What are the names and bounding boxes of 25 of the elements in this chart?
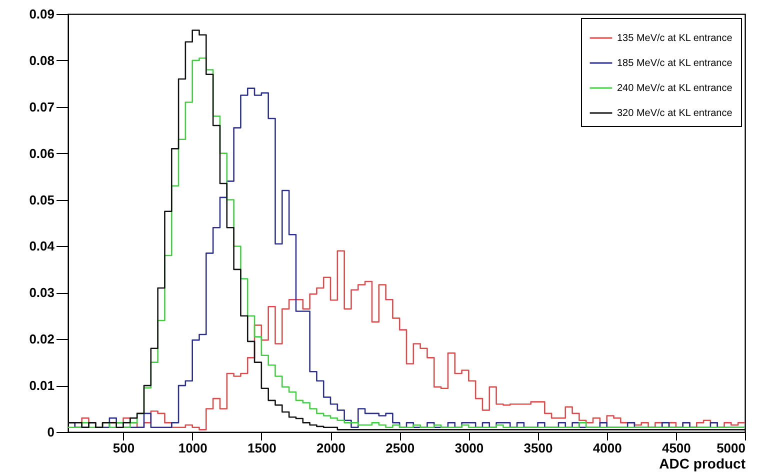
x-tick-label: 500 <box>112 440 135 456</box>
x-axis-title: ADC product <box>659 456 746 472</box>
y-tick-label: 0.06 <box>29 146 54 161</box>
y-tick-label: 0.03 <box>29 285 54 300</box>
y-tick-label: 0.02 <box>29 332 54 347</box>
legend-label: 135 MeV/c at KL entrance <box>617 33 733 44</box>
y-tick-label: 0.08 <box>29 52 54 68</box>
y-tick-label: 0.01 <box>29 378 54 394</box>
y-tick-label: 0 <box>47 424 54 440</box>
x-tick-label: 4500 <box>662 440 691 456</box>
x-tick-label: 4000 <box>592 440 622 456</box>
y-tick-label: 0.09 <box>29 6 54 22</box>
y-tick-label: 0.05 <box>29 192 54 208</box>
y-tick-label: 0.04 <box>29 238 56 254</box>
x-tick-label: 2500 <box>386 440 415 456</box>
legend-label: 185 MeV/c at KL entrance <box>617 58 733 69</box>
x-tick-label: 5000 <box>716 440 746 456</box>
x-tick-label: 1000 <box>178 440 208 456</box>
legend-label: 320 MeV/c at KL entrance <box>617 108 733 119</box>
x-tick-label: 3500 <box>524 440 553 456</box>
x-tick-label: 3000 <box>454 440 484 456</box>
legend-label: 240 MeV/c at KL entrance <box>617 83 733 94</box>
x-tick-label: 2000 <box>316 440 346 456</box>
x-tick-label: 1500 <box>247 440 276 456</box>
y-tick-label: 0.07 <box>29 99 54 114</box>
